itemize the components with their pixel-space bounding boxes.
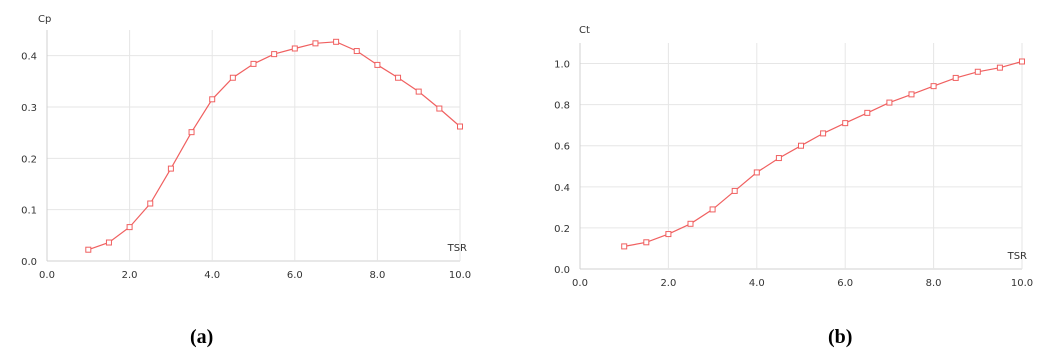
chart1-y-tick-label: 0.0: [554, 265, 570, 276]
chart0-x-axis-title: TSR: [447, 243, 467, 254]
chart1-y-axis-title: Ct: [579, 25, 590, 36]
chart1-y-tick-label: 0.8: [554, 101, 570, 112]
chart1-x-tick-label: 6.0: [837, 278, 853, 289]
chart1-data-point: [974, 68, 981, 75]
chart1-series-line: [624, 60, 1023, 247]
chart0-y-tick-label: 0.0: [21, 257, 37, 268]
chart0-x-tick-label: 2.0: [122, 270, 138, 281]
chart1-data-point: [820, 130, 827, 137]
chart1-x-tick-label: 2.0: [660, 278, 676, 289]
chart1-data-point: [842, 120, 849, 127]
chart0-x-tick-label: 4.0: [204, 270, 220, 281]
chart1-data-point: [952, 74, 959, 81]
chart1-data-point: [864, 109, 871, 116]
chart1-data-point: [798, 142, 804, 149]
chart0-data-point: [271, 51, 278, 58]
chart0-y-axis-title: Cp: [38, 14, 51, 25]
chart0-data-point: [436, 105, 443, 112]
caption-a: (a): [190, 326, 214, 348]
chart1-data-point: [930, 83, 937, 90]
chart1-y-tick-label: 0.4: [554, 183, 570, 194]
chart1-y-tick-label: 0.2: [554, 224, 570, 235]
chart0-x-tick-label: 0.0: [39, 270, 55, 281]
chart1-data-point: [687, 220, 694, 227]
chart0-data-point: [395, 74, 402, 81]
chart1-x-tick-label: 10.0: [1011, 278, 1033, 289]
chart0-data-point: [291, 45, 298, 52]
chart1-x-tick-label: 0.0: [572, 278, 588, 289]
chart0-y-tick-label: 0.4: [21, 52, 37, 63]
chart1-data-point: [753, 169, 760, 176]
chart0-data-point: [374, 61, 381, 68]
chart1-x-axis-title: TSR: [1007, 251, 1027, 262]
chart1-data-point: [1019, 58, 1025, 65]
cp-chart: 0.0 0.1 0.2 0.3 0.4 0.0 2.0 4.0 6.0 8.0 10.0 Cp TSR: [21, 14, 471, 281]
chart1-data-point: [709, 206, 716, 213]
chart0-data-point: [85, 246, 92, 253]
chart0-data-point: [250, 60, 257, 67]
chart0-y-tick-label: 0.3: [21, 103, 37, 114]
chart0-data-point: [188, 129, 195, 136]
chart0-y-tick-label: 0.2: [21, 154, 37, 165]
chart0-data-point: [167, 165, 174, 172]
chart0-x-tick-label: 8.0: [369, 270, 385, 281]
chart1-y-tick-label: 1.0: [554, 60, 570, 71]
chart0-data-point: [333, 38, 340, 45]
chart1-x-tick-label: 8.0: [926, 278, 942, 289]
chart1-data-point: [775, 155, 782, 162]
chart0-data-point: [415, 88, 422, 95]
chart1-data-point: [643, 239, 650, 246]
chart0-x-tick-label: 10.0: [449, 270, 471, 281]
chart1-data-point: [886, 99, 893, 106]
chart0-data-point: [209, 96, 216, 103]
chart0-data-point: [312, 40, 319, 47]
chart1-data-point: [665, 231, 672, 238]
caption-b: (b): [828, 326, 853, 348]
chart0-data-point: [147, 200, 154, 207]
chart1-data-point: [908, 91, 915, 98]
chart0-data-point: [457, 123, 463, 130]
chart0-x-tick-label: 6.0: [287, 270, 303, 281]
chart1-data-point: [731, 187, 738, 194]
chart0-series-line: [88, 41, 461, 251]
chart1-data-point: [996, 64, 1003, 71]
chart0-data-point: [105, 239, 112, 246]
chart1-y-tick-label: 0.6: [554, 142, 570, 153]
ct-chart: 0.0 0.2 0.4 0.6 0.8 1.0 0.0 2.0 4.0 6.0 8.0 10.0 Ct T…: [554, 25, 1033, 289]
chart0-y-tick-label: 0.1: [21, 206, 37, 217]
chart1-data-point: [621, 243, 628, 250]
chart0-data-point: [229, 74, 236, 81]
chart1-x-tick-label: 4.0: [749, 278, 765, 289]
chart0-data-point: [126, 224, 133, 231]
chart0-data-point: [353, 48, 360, 55]
